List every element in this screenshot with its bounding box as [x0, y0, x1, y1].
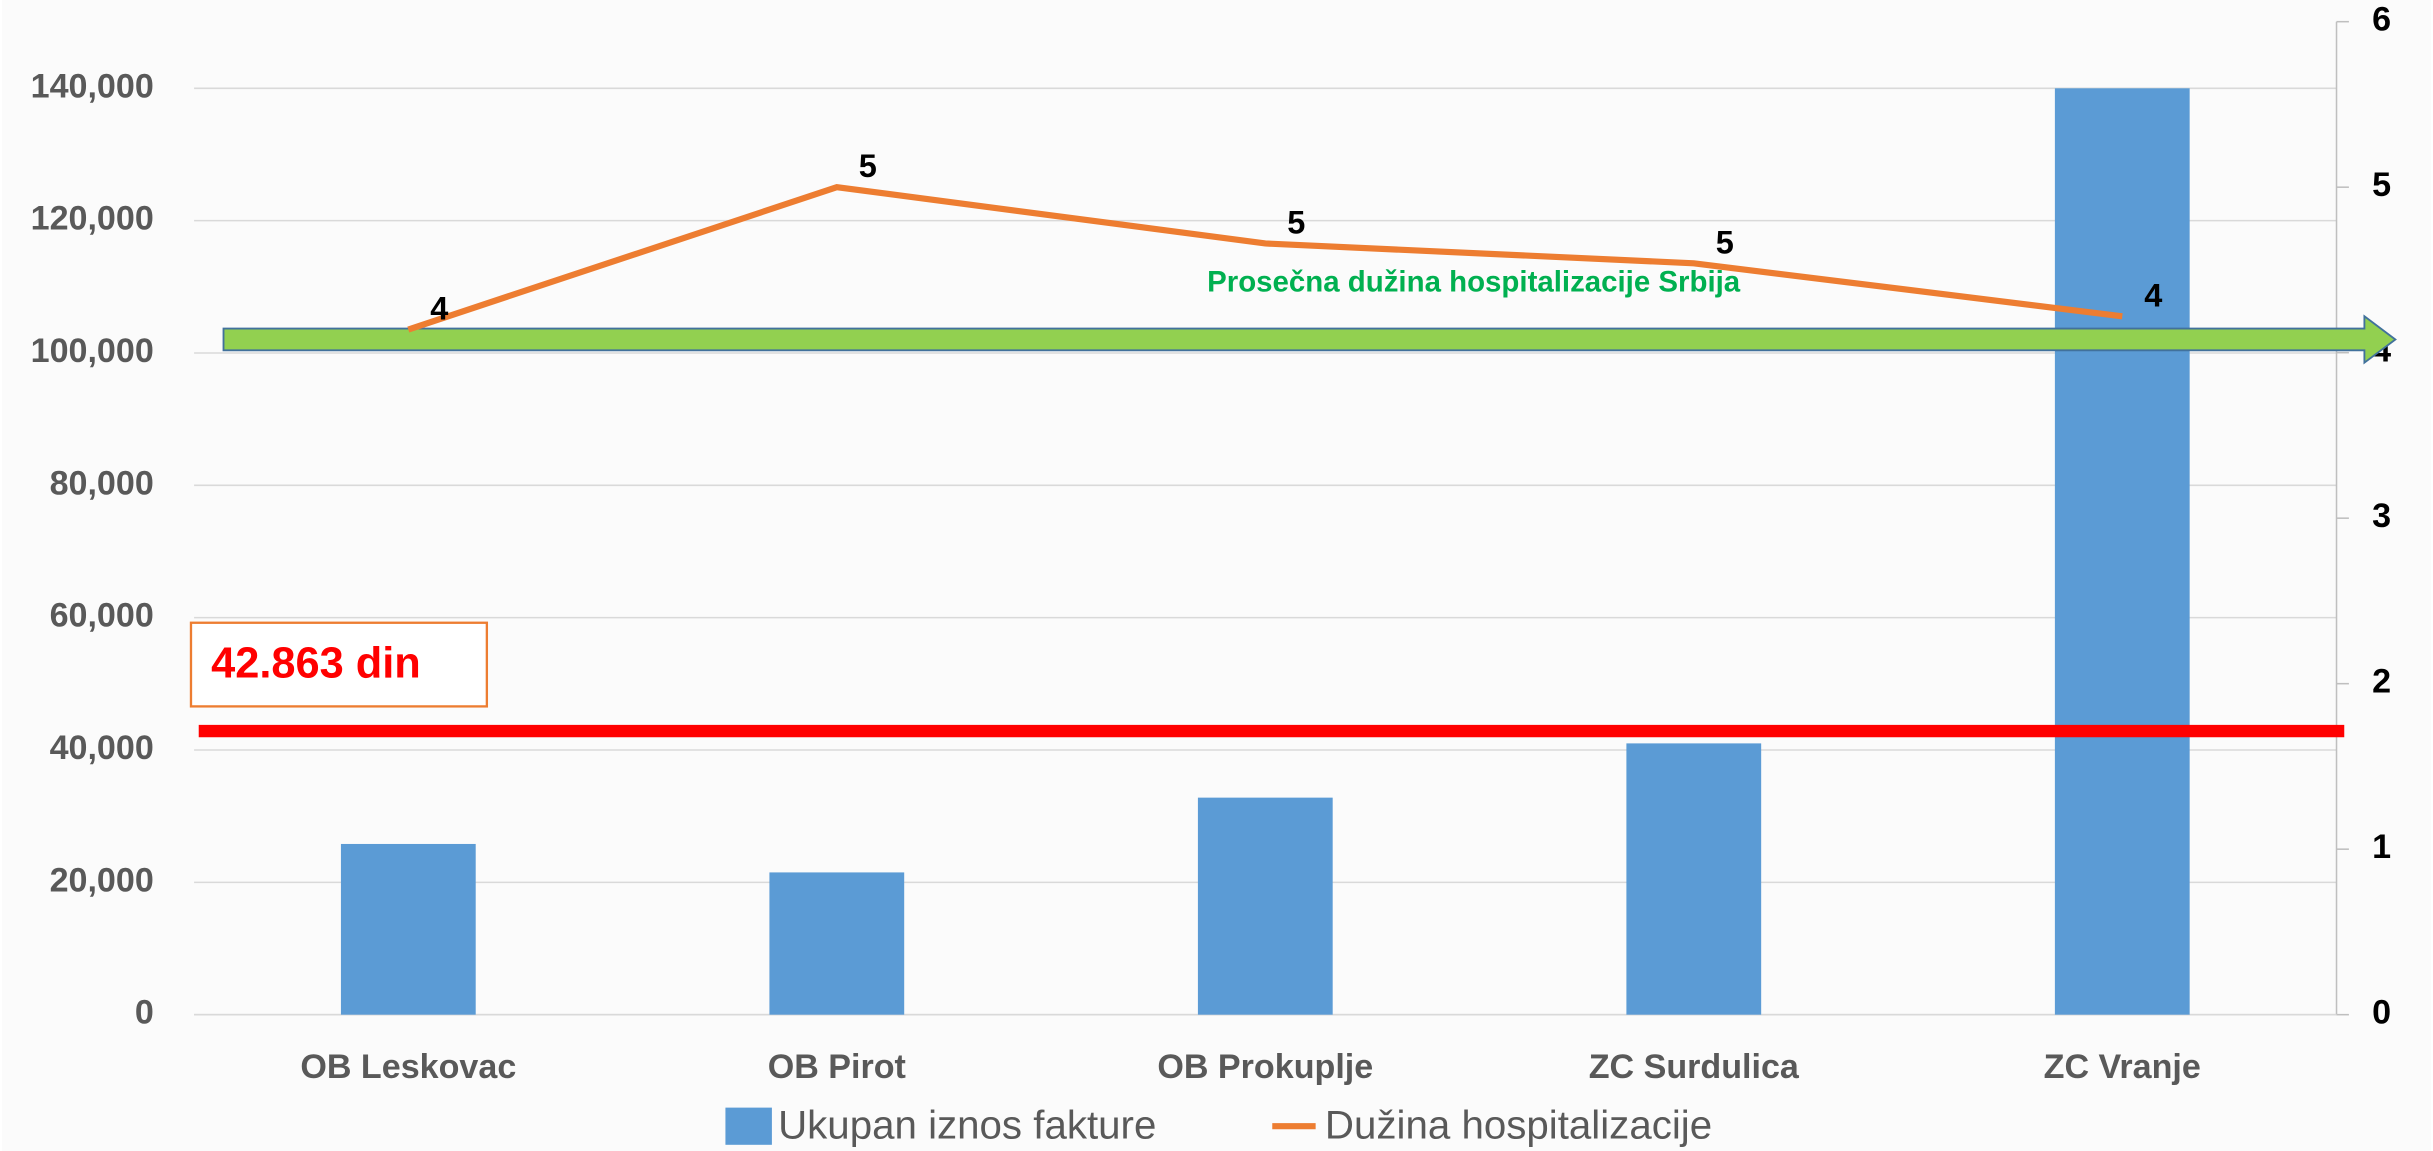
- y-tick-label: 40,000: [50, 729, 154, 767]
- y2-tick-label: 3: [2372, 497, 2391, 535]
- data-label: 5: [859, 148, 877, 184]
- y-tick-label: 20,000: [50, 861, 154, 899]
- reference-label: 42.863 din: [211, 640, 421, 688]
- y-tick-label: 60,000: [50, 597, 154, 635]
- y2-tick-label: 5: [2372, 166, 2391, 204]
- y-tick-label: 120,000: [31, 200, 154, 238]
- x-tick-label: OB Prokuplje: [1157, 1048, 1373, 1086]
- y-tick-label: 0: [135, 994, 154, 1032]
- x-tick-label: OB Leskovac: [300, 1048, 516, 1086]
- y2-tick-label: 2: [2372, 663, 2391, 701]
- y-tick-label: 100,000: [31, 332, 154, 370]
- reference-box: [189, 621, 489, 708]
- y-tick-label: 80,000: [50, 464, 154, 502]
- legend-swatch: [725, 1107, 772, 1145]
- y2-tick-label: 6: [2372, 1, 2391, 39]
- y-tick-label: 140,000: [31, 67, 154, 105]
- data-label: 5: [1287, 204, 1305, 240]
- data-label: 4: [2144, 277, 2162, 313]
- data-label: 5: [1716, 224, 1734, 260]
- bar: [2054, 88, 2190, 1015]
- bar: [769, 872, 905, 1015]
- reference-arrow: [222, 314, 2397, 365]
- legend-label: Ukupan iznos fakture: [778, 1102, 1156, 1147]
- x-tick-label: ZC Vranje: [2044, 1048, 2201, 1086]
- bar: [1626, 743, 1762, 1015]
- data-label: 4: [430, 291, 448, 327]
- bar: [340, 843, 476, 1015]
- x-tick-label: ZC Surdulica: [1589, 1048, 1800, 1086]
- legend-label: Dužina hospitalizacije: [1325, 1102, 1712, 1147]
- reference-label: Prosečna dužina hospitalizacije Srbija: [1207, 265, 1741, 298]
- y2-tick-label: 0: [2372, 994, 2391, 1032]
- line: [407, 184, 2123, 333]
- bar: [1197, 797, 1333, 1015]
- x-tick-label: OB Pirot: [768, 1048, 906, 1086]
- y2-tick-label: 1: [2372, 828, 2391, 866]
